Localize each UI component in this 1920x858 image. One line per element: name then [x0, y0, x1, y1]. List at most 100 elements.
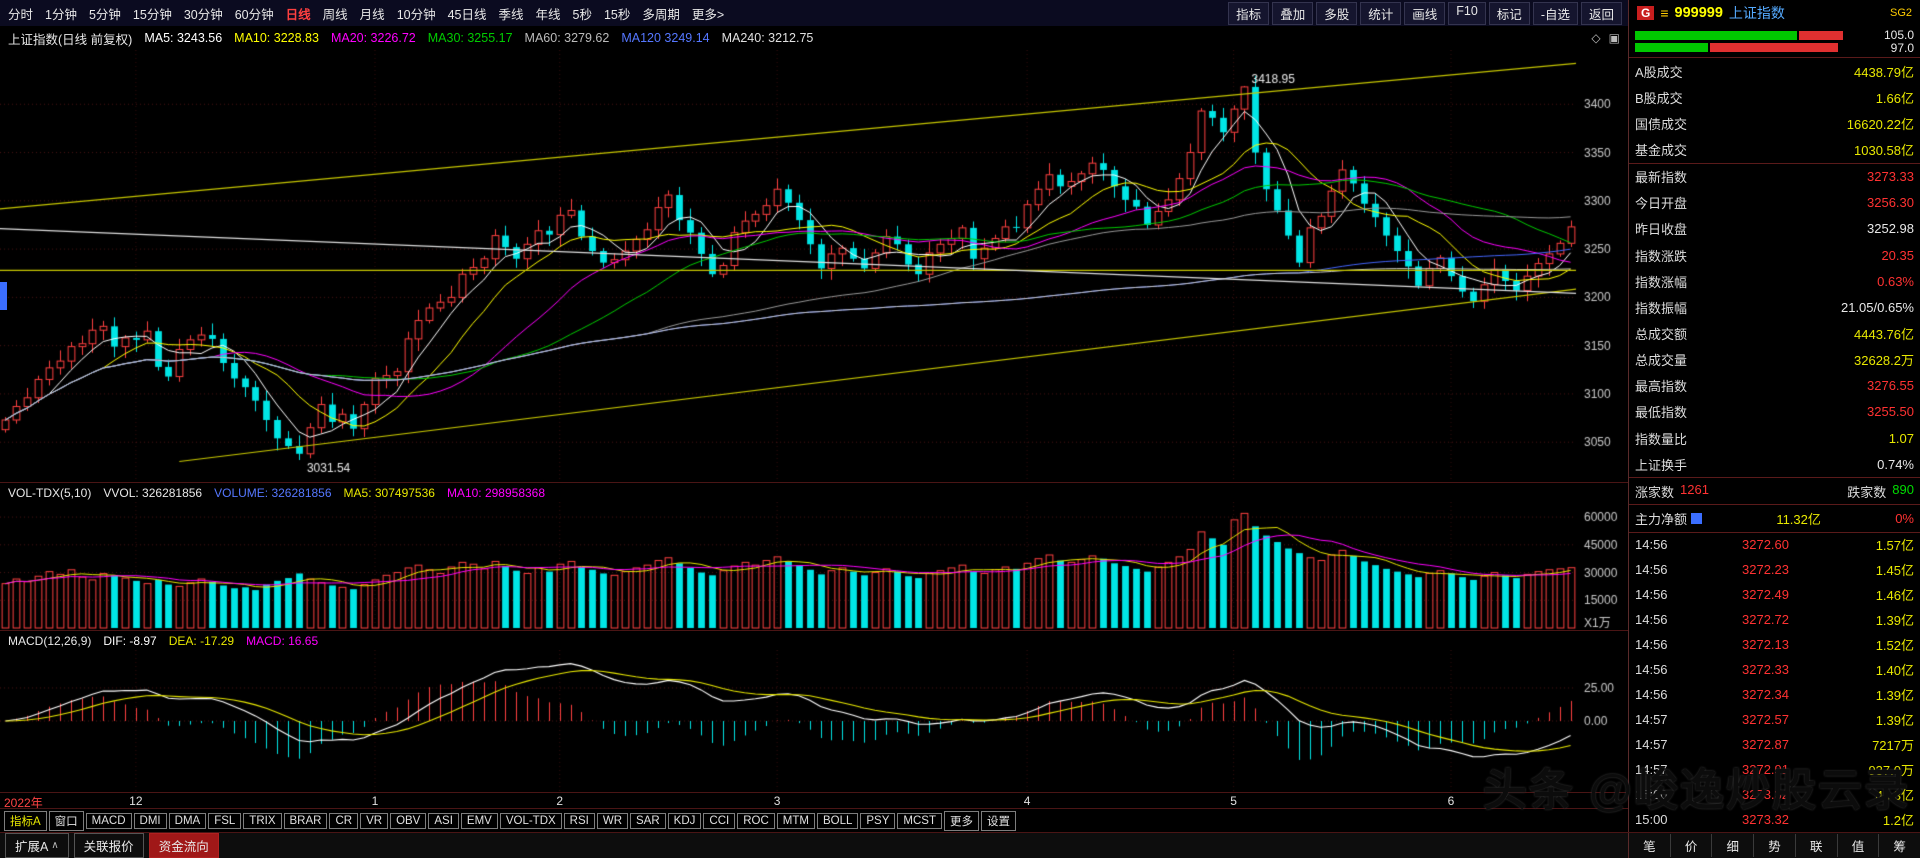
bottom-tab-关联报价[interactable]: 关联报价 — [73, 833, 144, 858]
indicator-tab-SAR[interactable]: SAR — [630, 812, 666, 829]
tick-row[interactable]: 15:00 3273.32 1.2亿 — [1629, 807, 1920, 832]
tick-row[interactable]: 14:57 3272.87 7217万 — [1629, 732, 1920, 757]
toolbar-button-统计[interactable]: 统计 — [1360, 1, 1402, 25]
period-更多>[interactable]: 更多> — [691, 7, 725, 22]
tick-row[interactable]: 14:56 3272.23 1.45亿 — [1629, 557, 1920, 582]
indicator-tab-KDJ[interactable]: KDJ — [667, 812, 702, 829]
period-日线[interactable]: 日线 — [285, 7, 311, 22]
indicator-tab-CR[interactable]: CR — [329, 812, 359, 829]
panel-icon[interactable]: ▣ — [1608, 31, 1620, 45]
indicator-tab-RSI[interactable]: RSI — [563, 812, 595, 829]
indicator-tab-PSY[interactable]: PSY — [860, 812, 896, 829]
tick-row[interactable]: 14:56 3272.60 1.57亿 — [1629, 532, 1920, 557]
stock-badge[interactable]: G ≡ 999999 上证指数 SG2 — [1628, 0, 1920, 26]
indicator-tab-ROC[interactable]: ROC — [737, 812, 775, 829]
indicator-tab-设置[interactable]: 设置 — [981, 810, 1016, 831]
period-45日线[interactable]: 45日线 — [447, 7, 487, 22]
quote-tab-势[interactable]: 势 — [1754, 834, 1796, 857]
indicator-tab-VR[interactable]: VR — [360, 812, 389, 829]
quote-tab-联[interactable]: 联 — [1796, 834, 1838, 857]
indicator-tab-OBV[interactable]: OBV — [390, 812, 427, 829]
period-5分钟[interactable]: 5分钟 — [88, 7, 121, 22]
indicator-tab-指标A[interactable]: 指标A — [4, 810, 47, 831]
period-15秒[interactable]: 15秒 — [603, 7, 631, 22]
period-10分钟[interactable]: 10分钟 — [396, 7, 436, 22]
indicator-value: MA240: 3212.75 — [721, 31, 814, 45]
indicator-tab-MACD[interactable]: MACD — [85, 812, 132, 829]
tick-row[interactable]: 14:57 3272.57 1.39亿 — [1629, 707, 1920, 732]
quote-tab-价[interactable]: 价 — [1671, 834, 1713, 857]
indicator-tab-ASI[interactable]: ASI — [428, 812, 459, 829]
toolbar-button-叠加[interactable]: 叠加 — [1272, 1, 1314, 25]
toolbar-button-标记[interactable]: 标记 — [1488, 1, 1530, 25]
stat-row: 指数涨幅 0.63% — [1629, 268, 1920, 294]
bottom-tab-资金流向[interactable]: 资金流向 — [148, 833, 219, 858]
indicator-tab-DMI[interactable]: DMI — [133, 812, 167, 829]
volume-canvas[interactable] — [0, 502, 1628, 630]
toolbar-button-指标[interactable]: 指标 — [1228, 1, 1270, 25]
indicator-tab-更多[interactable]: 更多 — [944, 810, 979, 831]
period-多周期[interactable]: 多周期 — [642, 7, 680, 22]
left-drag-handle[interactable] — [0, 282, 7, 310]
main-chart-canvas[interactable] — [0, 50, 1628, 482]
indicator-tab-DMA[interactable]: DMA — [168, 812, 207, 829]
bottom-tab-扩展A[interactable]: 扩展A ∧ — [5, 833, 69, 858]
tick-row[interactable]: 14:56 3272.13 1.52亿 — [1629, 632, 1920, 657]
tick-row[interactable]: 14:56 3272.33 1.40亿 — [1629, 657, 1920, 682]
indicator-value: MA10: 298958368 — [446, 485, 546, 500]
tick-time: 14:57 — [1635, 737, 1668, 753]
tick-row[interactable]: 14:57 3272.91 937.0万 — [1629, 757, 1920, 782]
period-15分钟[interactable]: 15分钟 — [132, 7, 172, 22]
toolbar-button--自选[interactable]: -自选 — [1532, 1, 1578, 25]
tick-price: 3272.72 — [1742, 612, 1789, 628]
period-年线[interactable]: 年线 — [535, 7, 561, 22]
period-1分钟[interactable]: 1分钟 — [45, 7, 77, 22]
quote-tab-值[interactable]: 值 — [1838, 834, 1880, 857]
quote-tab-笔[interactable]: 笔 — [1629, 834, 1671, 857]
volume-panel[interactable] — [0, 502, 1628, 630]
indicator-tab-TRIX[interactable]: TRIX — [243, 812, 282, 829]
indicator-tab-VOL-TDX[interactable]: VOL-TDX — [499, 812, 562, 829]
stat-value: 1.07 — [1888, 430, 1914, 446]
tick-row[interactable]: 14:56 3272.34 1.39亿 — [1629, 682, 1920, 707]
menu-icon[interactable]: ≡ — [1660, 5, 1669, 21]
indicator-tab-FSL[interactable]: FSL — [208, 812, 242, 829]
toolbar-button-多股[interactable]: 多股 — [1316, 1, 1358, 25]
toolbar-button-画线[interactable]: 画线 — [1404, 1, 1446, 25]
xaxis: 2022年 12 1 2 3 4 5 6 — [0, 792, 1628, 808]
indicator-tab-WR[interactable]: WR — [596, 812, 629, 829]
toolbar-button-F10[interactable]: F10 — [1448, 1, 1486, 25]
tick-row[interactable]: 15:00 3273.32 43.3亿 — [1629, 782, 1920, 807]
tick-row[interactable]: 14:56 3272.49 1.46亿 — [1629, 582, 1920, 607]
period-季线[interactable]: 季线 — [498, 7, 524, 22]
quote-tab-细[interactable]: 细 — [1712, 834, 1755, 857]
stat-row: 上证换手 0.74% — [1629, 451, 1920, 479]
macd-panel[interactable] — [0, 650, 1628, 792]
period-30分钟[interactable]: 30分钟 — [183, 7, 223, 22]
tick-amount: 43.3亿 — [1875, 788, 1914, 804]
tick-list[interactable]: 14:56 3272.60 1.57亿 14:56 3272.23 1.45亿 14:56 3… — [1629, 532, 1920, 832]
period-周线[interactable]: 周线 — [322, 7, 348, 22]
indicator-tab-BRAR[interactable]: BRAR — [283, 812, 328, 829]
indicator-tab-MCST[interactable]: MCST — [897, 812, 942, 829]
indicator-tab-EMV[interactable]: EMV — [460, 812, 498, 829]
period-5秒[interactable]: 5秒 — [572, 7, 592, 22]
indicator-tab-窗口[interactable]: 窗口 — [48, 810, 84, 831]
tick-row[interactable]: 14:56 3272.72 1.39亿 — [1629, 607, 1920, 632]
quote-tab-筹[interactable]: 筹 — [1893, 840, 1906, 854]
tick-amount: 1.39亿 — [1875, 688, 1914, 704]
indicator-tab-MTM[interactable]: MTM — [776, 812, 815, 829]
main-chart-panel[interactable] — [0, 50, 1628, 482]
macd-canvas[interactable] — [0, 650, 1628, 792]
period-月线[interactable]: 月线 — [359, 7, 385, 22]
period-分时[interactable]: 分时 — [8, 7, 34, 22]
indicator-tab-BOLL[interactable]: BOLL — [816, 812, 859, 829]
tick-price: 3272.23 — [1742, 562, 1789, 578]
toolbar-button-返回[interactable]: 返回 — [1580, 1, 1622, 25]
stat-label: 昨日收盘 — [1635, 222, 1688, 238]
main-net-label-wrap: 主力净额 — [1635, 509, 1703, 528]
indicator-tab-CCI[interactable]: CCI — [703, 812, 736, 829]
period-60分钟[interactable]: 60分钟 — [234, 7, 274, 22]
diamond-icon[interactable]: ◇ — [1591, 31, 1601, 45]
indicator-value: MA5: 307497536 — [343, 485, 435, 500]
